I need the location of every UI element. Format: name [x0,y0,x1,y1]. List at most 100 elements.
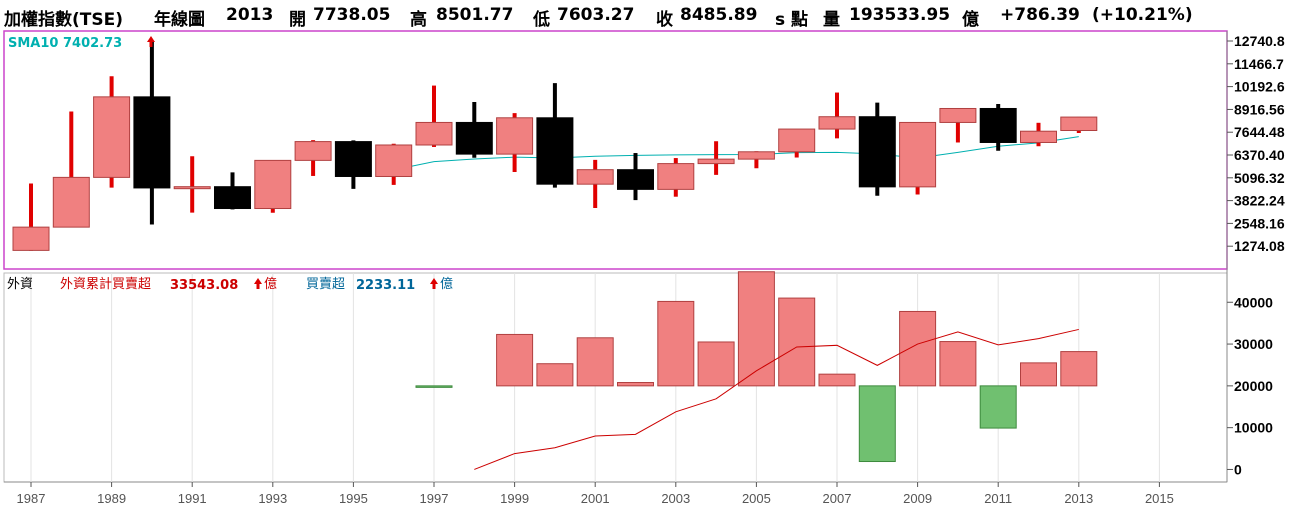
candle-2005 [737,151,775,169]
net-bar-2005 [737,271,775,387]
candle-body [52,176,90,228]
candle-2007 [818,92,856,139]
net-bar-1997 [415,385,453,388]
net-bar-2012 [1020,362,1057,387]
volume-label: 量 [823,10,840,30]
candle-body [657,163,695,190]
close-unit: s 點 [775,10,809,30]
x-axis-tick-label: 2005 [742,491,771,506]
net-bar-2009 [899,310,937,387]
net-bar-2011 [979,385,1017,429]
candle-2008 [858,102,896,196]
candle-body [294,141,332,161]
net-bar-2000 [536,363,574,387]
candle-1997 [415,85,453,147]
net-bar-2013 [1060,351,1098,387]
index-title: 加權指數(TSE) [4,10,123,30]
net-bar-2006 [778,297,816,387]
price-axis-tick-label: 5096.32 [1234,170,1285,186]
cum-arrow-up-icon [254,278,262,289]
candle-body [496,117,534,155]
x-axis-tick-label: 2001 [581,491,610,506]
x-axis-tick-label: 1989 [97,491,126,506]
net-bar-2001 [576,337,614,387]
candle-1994 [294,140,332,176]
candle-body [899,121,937,188]
foreign-legend: 外資 外資累計買賣超 33543.08 億 買賣超 2233.11 億 [7,276,453,293]
change-value: +786.39 [1000,5,1080,25]
foreign-panel-label: 外資 [7,277,33,292]
chart-header: 加權指數(TSE) 年線圖 2013 開 7738.05 高 8501.77 低… [0,0,1310,30]
flow-axis-tick-label: 0 [1234,461,1242,477]
candle-body [173,186,211,190]
candle-2009 [899,121,937,195]
candle-body [617,169,654,190]
x-axis-tick-label: 2013 [1064,491,1093,506]
sma-legend-label: SMA10 7402.73 [8,36,122,51]
candle-body [214,186,251,210]
net-legend-unit: 億 [440,276,453,292]
candle-body [576,169,614,185]
net-arrow-up-icon [430,278,438,289]
price-axis-tick-label: 1274.08 [1234,238,1285,254]
candle-2011 [979,104,1017,151]
cum-legend-value: 33543.08 [170,278,238,293]
x-axis-tick-label: 2011 [984,491,1012,506]
candle-2013 [1060,116,1098,133]
cumulative-line [474,328,1079,470]
candle-1992 [214,172,251,210]
candle-1991 [173,156,211,213]
candle-body [737,151,775,160]
candle-1987 [12,183,50,251]
candle-body [375,144,413,177]
net-bar-2004 [697,341,735,387]
price-axis-tick-label: 3822.24 [1234,193,1285,209]
close-value: 8485.89 [680,5,758,25]
candle-body [12,226,50,251]
x-axis-tick-label: 1987 [17,491,46,506]
price-axis-tick-label: 8916.56 [1234,101,1285,117]
price-axis-tick-label: 7644.48 [1234,124,1285,140]
cum-legend-label: 外資累計買賣超 [60,276,151,292]
net-bar-1999 [496,333,534,387]
x-axis-tick-label: 1999 [500,491,529,506]
candle-body [93,96,131,178]
flow-axis-tick-label: 10000 [1234,420,1273,436]
candle-1989 [93,76,131,188]
candle-1998 [455,102,493,158]
price-axis-tick-label: 11466.7 [1234,56,1284,72]
price-legend: SMA10 7402.73 [8,36,155,51]
flow-axis-tick-label: 20000 [1234,378,1273,394]
candle-2001 [576,159,614,208]
candle-1999 [496,113,534,173]
cum-legend-unit: 億 [264,276,277,292]
candle-body [254,159,292,210]
candle-1995 [334,140,372,189]
candle-2004 [697,141,735,175]
candle-body [536,117,574,185]
period-label: 年線圖 [154,10,205,30]
candle-body [415,121,453,146]
close-label: 收 [656,10,673,30]
x-axis-tick-label: 2007 [823,491,852,506]
flow-axis-tick-label: 30000 [1234,336,1273,352]
candle-body [1060,116,1098,131]
price-axis-tick-label: 10192.6 [1234,79,1285,95]
net-bar-2007 [818,373,856,387]
sma10-line [393,136,1079,171]
candle-body [818,116,856,130]
candle-2006 [778,128,816,158]
x-axis-tick-label: 2015 [1145,491,1174,506]
price-panel [3,30,1228,270]
net-bar-2010 [939,341,977,387]
candle-2002 [617,153,654,201]
x-axis-tick-label: 1995 [339,491,368,506]
volume-unit: 億 [962,10,979,30]
price-axis-tick-label: 6370.40 [1234,147,1285,163]
candle-1988 [52,111,90,228]
x-axis-tick-label: 1991 [178,491,207,506]
candle-body [1020,130,1057,143]
price-axis-tick-label: 12740.8 [1234,33,1285,49]
net-legend-label: 買賣超 [306,277,345,292]
open-label: 開 [289,10,306,30]
